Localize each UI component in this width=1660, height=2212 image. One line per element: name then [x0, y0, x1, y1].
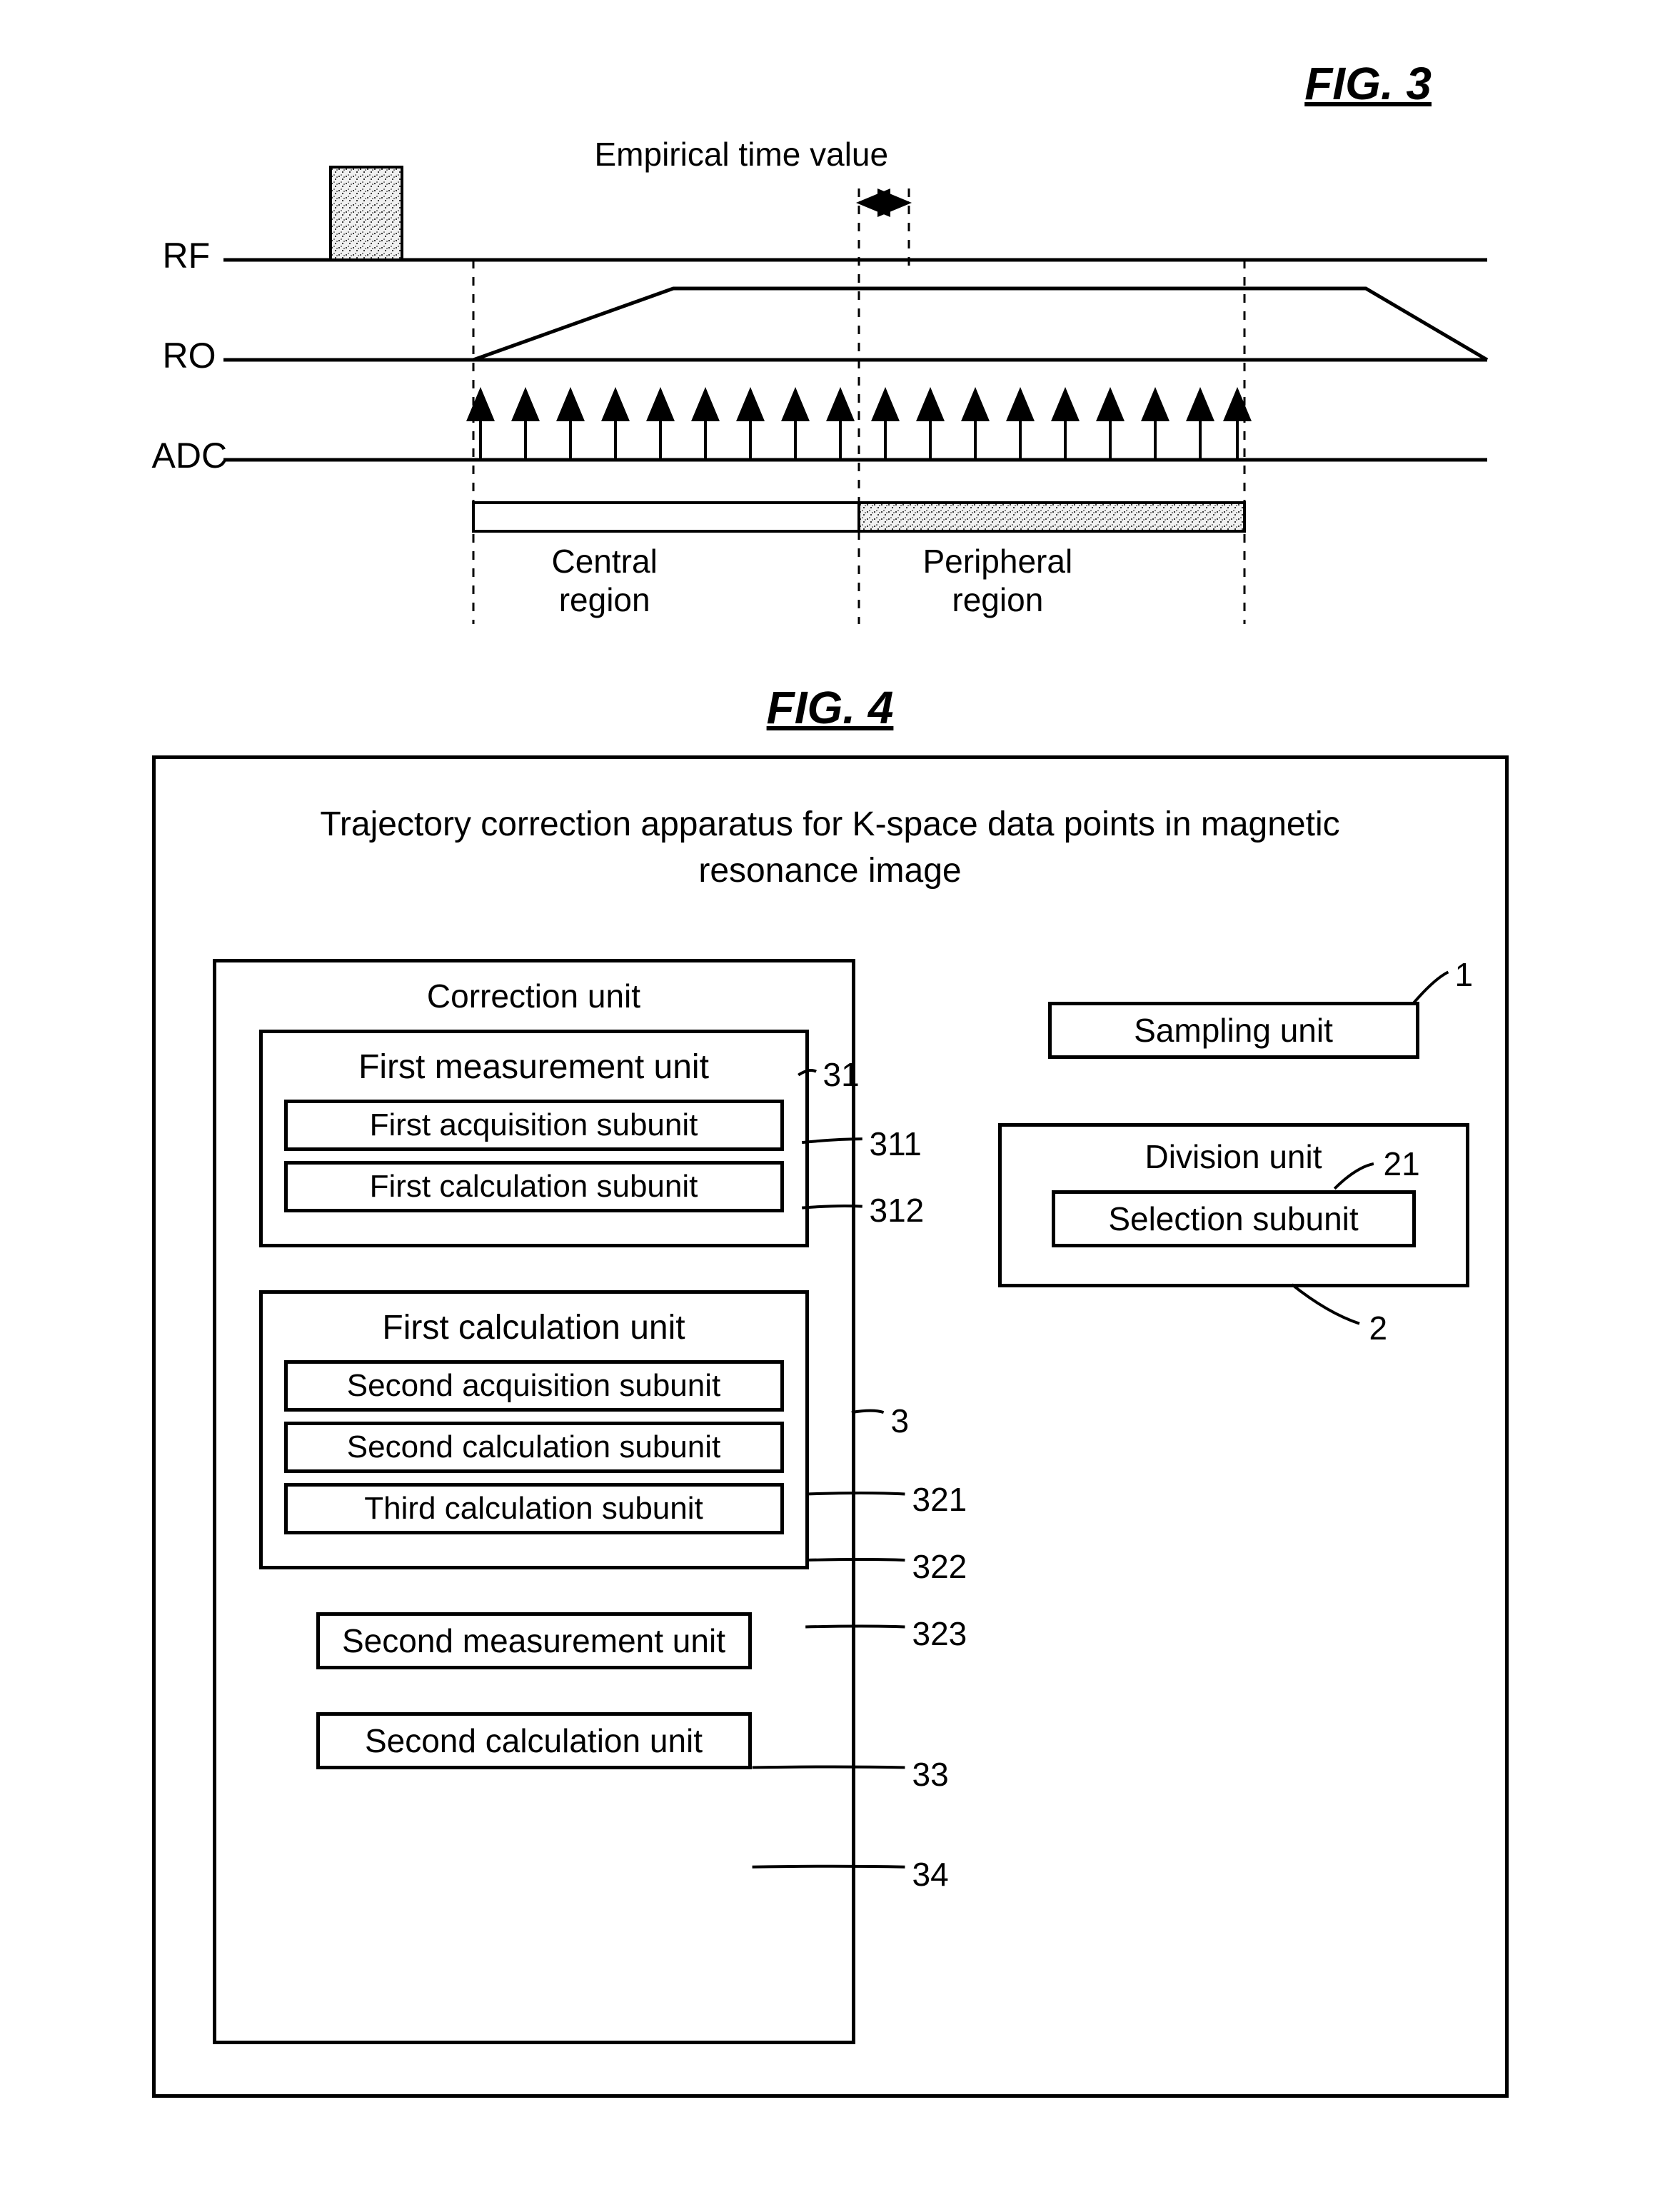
ref-2: 2 — [1369, 1309, 1388, 1347]
rf-label: RF — [163, 235, 211, 276]
empirical-time-label: Empirical time value — [595, 135, 889, 174]
first-measurement-unit-label: First measurement unit — [284, 1047, 784, 1087]
sampling-unit: Sampling unit — [1048, 1002, 1419, 1059]
first-calculation-unit-box: First calculation unit Second acquisitio… — [259, 1290, 809, 1569]
ref-33: 33 — [912, 1755, 949, 1794]
ref-1: 1 — [1455, 955, 1474, 994]
fig4-heading: Trajectory correction apparatus for K-sp… — [298, 802, 1362, 895]
first-measurement-unit-box: First measurement unit First acquisition… — [259, 1030, 809, 1247]
correction-unit-label: Correction unit — [216, 977, 852, 1015]
third-calculation-subunit: Third calculation subunit — [284, 1483, 784, 1534]
ref-3: 3 — [891, 1402, 910, 1440]
ref-323: 323 — [912, 1614, 967, 1653]
fig3-title: FIG. 3 — [86, 57, 1432, 110]
first-calculation-unit-label: First calculation unit — [284, 1308, 784, 1347]
central-region-label: Central region — [552, 542, 658, 619]
selection-subunit: Selection subunit — [1052, 1190, 1416, 1247]
second-acquisition-subunit: Second acquisition subunit — [284, 1360, 784, 1412]
ref-31: 31 — [823, 1055, 860, 1094]
ref-322: 322 — [912, 1547, 967, 1586]
adc-label: ADC — [152, 435, 228, 476]
first-acquisition-subunit: First acquisition subunit — [284, 1100, 784, 1151]
fig4-diagram: Trajectory correction apparatus for K-sp… — [152, 755, 1509, 2098]
second-calculation-subunit: Second calculation subunit — [284, 1422, 784, 1473]
fig3-diagram: Empirical time value RF RO ADC Central r… — [152, 124, 1509, 653]
ref-34: 34 — [912, 1855, 949, 1894]
second-calculation-unit: Second calculation unit — [316, 1712, 752, 1769]
fig4-title: FIG. 4 — [86, 681, 1574, 734]
peripheral-region-label: Peripheral region — [923, 542, 1073, 619]
ref-311: 311 — [870, 1125, 922, 1163]
second-measurement-unit: Second measurement unit — [316, 1612, 752, 1669]
ref-312: 312 — [870, 1191, 925, 1230]
first-calculation-subunit: First calculation subunit — [284, 1161, 784, 1212]
ro-label: RO — [163, 335, 216, 376]
correction-unit-box: Correction unit First measurement unit F… — [213, 959, 855, 2044]
ref-321: 321 — [912, 1480, 967, 1519]
ref-21: 21 — [1384, 1145, 1420, 1183]
